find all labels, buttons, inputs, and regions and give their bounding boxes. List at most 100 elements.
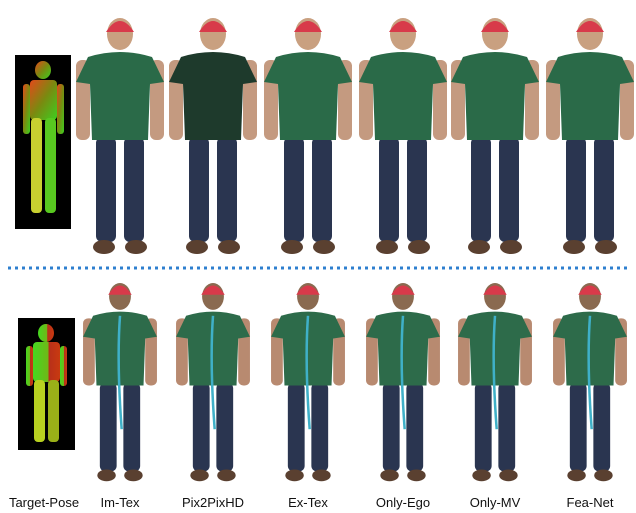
person — [451, 18, 539, 254]
shoe — [468, 240, 490, 254]
shirt — [76, 52, 164, 140]
cap — [481, 21, 509, 32]
shirt — [359, 52, 447, 140]
leg — [312, 137, 332, 242]
seam — [492, 315, 498, 430]
shoe — [281, 240, 303, 254]
shoe — [567, 469, 586, 482]
shirt — [83, 311, 157, 386]
cap — [578, 285, 602, 295]
leg — [287, 383, 305, 472]
person — [546, 18, 634, 254]
person — [264, 18, 352, 254]
column-label: Only-MV — [470, 495, 521, 510]
shoe — [313, 240, 335, 254]
person — [366, 283, 440, 482]
leg — [192, 383, 210, 472]
shoe — [97, 469, 116, 482]
shirt — [546, 52, 634, 140]
leg — [216, 383, 234, 472]
shoe — [218, 240, 240, 254]
shirt — [553, 311, 627, 386]
shirt — [458, 311, 532, 386]
person — [553, 283, 627, 482]
shirt — [169, 52, 257, 140]
cap — [389, 21, 417, 32]
leg — [569, 383, 587, 472]
shoe — [380, 469, 399, 482]
column-label: Fea-Net — [567, 495, 614, 510]
seam — [587, 315, 593, 430]
shoe — [499, 469, 518, 482]
leg — [189, 137, 209, 242]
leg — [499, 137, 519, 242]
shoe — [312, 469, 331, 482]
column-label: Pix2PixHD — [182, 495, 244, 510]
leg — [498, 383, 516, 472]
leg — [311, 383, 329, 472]
leg — [96, 137, 116, 242]
cap — [391, 285, 415, 295]
leg — [407, 137, 427, 242]
person — [176, 283, 250, 482]
shoe — [186, 240, 208, 254]
person — [271, 283, 345, 482]
person — [83, 283, 157, 482]
shoe — [594, 469, 613, 482]
leg — [217, 137, 237, 242]
shoe — [500, 240, 522, 254]
seam — [210, 315, 216, 430]
cap — [108, 285, 132, 295]
seam — [305, 315, 311, 430]
leg — [593, 383, 611, 472]
shoe — [125, 240, 147, 254]
leg — [406, 383, 424, 472]
shoe — [285, 469, 304, 482]
shirt — [366, 311, 440, 386]
shirt — [271, 311, 345, 386]
cap — [294, 21, 322, 32]
column-label: Target-Pose — [9, 495, 79, 510]
shirt — [176, 311, 250, 386]
shoe — [563, 240, 585, 254]
shoe — [93, 240, 115, 254]
shirt — [264, 52, 352, 140]
column-labels: Target-Pose Im-Tex Pix2PixHD Ex-Tex Only-Ego… — [9, 495, 614, 510]
shoe — [217, 469, 236, 482]
leg — [566, 137, 586, 242]
seam — [400, 315, 406, 430]
leg — [471, 137, 491, 242]
shoe — [595, 240, 617, 254]
column-label: Only-Ego — [376, 495, 430, 510]
cap — [106, 21, 134, 32]
leg — [379, 137, 399, 242]
person — [76, 18, 164, 254]
shoe — [124, 469, 143, 482]
seam — [117, 315, 123, 430]
shoe — [408, 240, 430, 254]
leg — [123, 383, 141, 472]
cap — [576, 21, 604, 32]
leg — [124, 137, 144, 242]
cap — [201, 285, 225, 295]
leg — [474, 383, 492, 472]
shoe — [190, 469, 209, 482]
person — [169, 18, 257, 254]
cap — [296, 285, 320, 295]
leg — [382, 383, 400, 472]
shoe — [376, 240, 398, 254]
pose-silhouette — [23, 61, 64, 213]
shoe — [407, 469, 426, 482]
leg — [594, 137, 614, 242]
renderings — [76, 18, 634, 482]
pose-silhouette — [26, 324, 67, 442]
cap — [483, 285, 507, 295]
leg — [284, 137, 304, 242]
leg — [99, 383, 117, 472]
column-label: Ex-Tex — [288, 495, 328, 510]
person — [359, 18, 447, 254]
person — [458, 283, 532, 482]
cap — [199, 21, 227, 32]
